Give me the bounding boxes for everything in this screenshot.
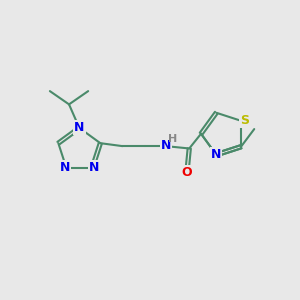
Text: N: N [160, 139, 171, 152]
Text: O: O [182, 166, 192, 179]
Text: S: S [240, 114, 249, 127]
Text: H: H [168, 134, 177, 144]
Text: N: N [211, 148, 221, 161]
Text: N: N [74, 122, 85, 134]
Text: N: N [88, 161, 99, 174]
Text: N: N [60, 161, 70, 174]
